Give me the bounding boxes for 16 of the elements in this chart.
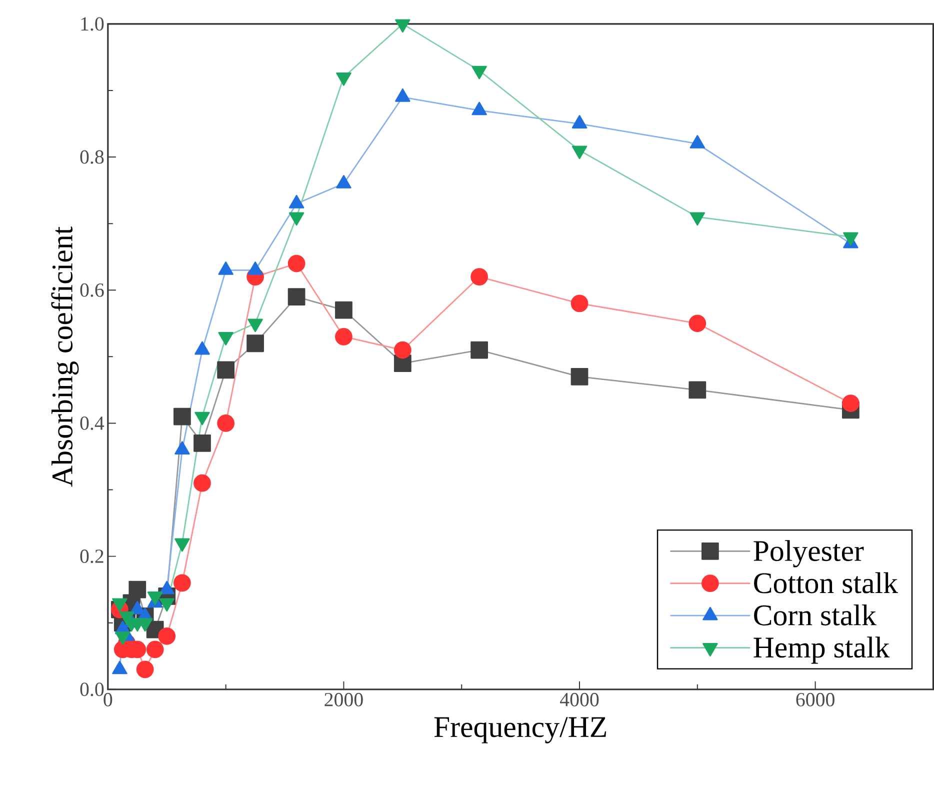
x-axis-title: Frequency/HZ	[434, 717, 606, 744]
legend-label: Cotton stalk	[754, 572, 898, 594]
x-tick-label: 6000	[796, 692, 834, 706]
y-tick-label: 1.0	[81, 17, 104, 31]
y-tick-label: 0.4	[80, 416, 104, 430]
y-tick-label: 0.0	[80, 682, 104, 696]
legend-label: Hemp stalk	[754, 636, 890, 664]
x-tick-label: 0	[104, 692, 112, 706]
y-tick-label: 0.6	[80, 283, 104, 297]
x-tick-label: 4000	[560, 692, 599, 706]
x-tick-label: 2000	[324, 692, 363, 706]
legend-label: Polyester	[754, 540, 864, 568]
y-tick-label: 0.8	[80, 150, 104, 164]
y-tick-label: 0.2	[80, 549, 104, 563]
legend-label: Corn stalk	[754, 604, 876, 626]
y-axis-title: Absorbing coefficient	[51, 226, 79, 487]
